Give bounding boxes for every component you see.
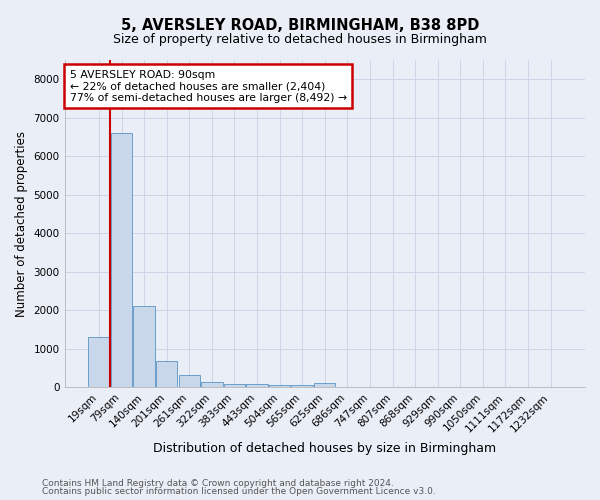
Text: Size of property relative to detached houses in Birmingham: Size of property relative to detached ho… [113,32,487,46]
Bar [224,384,245,388]
Text: Contains public sector information licensed under the Open Government Licence v3: Contains public sector information licen… [42,487,436,496]
Bar [201,382,223,388]
Text: 5 AVERSLEY ROAD: 90sqm
← 22% of detached houses are smaller (2,404)
77% of semi-: 5 AVERSLEY ROAD: 90sqm ← 22% of detached… [70,70,347,103]
Bar [111,133,132,388]
Bar [179,376,200,388]
Bar [156,361,178,388]
Bar [292,385,313,388]
Text: 5, AVERSLEY ROAD, BIRMINGHAM, B38 8PD: 5, AVERSLEY ROAD, BIRMINGHAM, B38 8PD [121,18,479,32]
Bar [88,337,110,388]
Bar [314,384,335,388]
Bar [269,385,290,388]
Bar [246,384,268,388]
Y-axis label: Number of detached properties: Number of detached properties [15,130,28,316]
Bar [133,306,155,388]
X-axis label: Distribution of detached houses by size in Birmingham: Distribution of detached houses by size … [153,442,496,455]
Text: Contains HM Land Registry data © Crown copyright and database right 2024.: Contains HM Land Registry data © Crown c… [42,478,394,488]
